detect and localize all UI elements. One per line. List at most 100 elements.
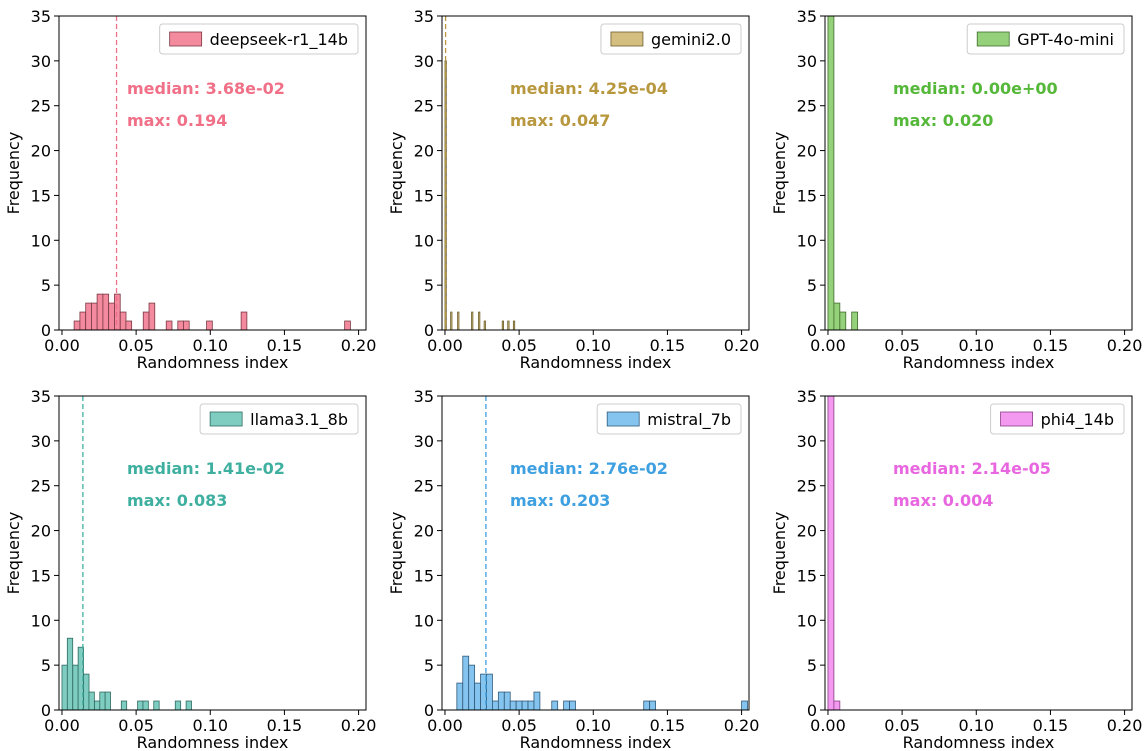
y-tick-label: 0 [41,321,51,340]
histogram-bar [142,700,149,710]
subplot-GPT-4o-mini: 0 5 10 15 20 25 30 35 0.00 0.05 0.10 0.15 0.20 Random… [770,7,1142,372]
y-tick-label: 20 [414,522,434,541]
max-annotation: max: 0.004 [893,491,993,510]
histogram-bar [478,311,481,330]
plot-area [827,16,859,330]
subplot-gemini2.0: 0 5 10 15 20 25 30 35 0.00 0.05 0.10 0.15 0.20 Random… [387,7,759,372]
subplot-mistral_7b: 0 5 10 15 20 25 30 35 0.00 0.05 0.10 0.15 0.20 Random… [387,387,759,751]
x-tick-label: 0.05 [501,336,537,355]
y-tick-label: 35 [31,7,51,26]
histogram-bar [88,691,95,710]
max-annotation: max: 0.020 [893,111,993,130]
x-tick-label: 0.00 [810,336,846,355]
plot-area [456,396,748,710]
y-axis-label: Frequency [4,512,23,595]
histogram-bar [497,691,505,710]
y-axis-label: Frequency [770,132,789,215]
legend: phi4_14b [990,403,1125,435]
y-tick-label: 20 [797,522,817,541]
x-tick-label: 0.00 [810,716,846,735]
y-tick-label: 10 [414,611,434,630]
y-axis-label: Frequency [770,512,789,595]
y-tick-label: 5 [41,656,51,675]
y-tick-label: 35 [797,387,817,406]
y-tick-label: 5 [424,656,434,675]
histogram-bar [174,700,182,710]
x-tick-label: 0.00 [427,716,463,735]
y-tick-label: 30 [797,432,817,451]
histogram-bar [96,293,104,330]
histogram-bar [471,311,474,330]
axes-frame [824,15,1133,331]
histogram-bar [507,320,510,330]
legend-box [600,23,742,55]
histogram-bar [643,700,651,710]
median-annotation: median: 2.76e-02 [510,459,668,478]
y-tick-label: 30 [31,52,51,71]
legend-swatch [976,31,1010,47]
x-tick-label: 0.15 [650,716,686,735]
y-tick-label: 20 [797,142,817,161]
histogram-bar [509,700,517,710]
legend-box [990,403,1125,435]
histogram-bar [503,691,511,710]
histogram-bar [108,302,115,330]
histogram-bar [119,311,127,330]
y-tick-label: 5 [424,276,434,295]
y-axis-label: Frequency [387,512,406,595]
x-tick-label: 0.05 [884,716,920,735]
subplot-deepseek-r1_14b: 0 5 10 15 20 25 30 35 0.00 0.05 0.10 0.15 0.20 Random… [4,7,376,372]
legend-swatch [606,411,640,427]
median-annotation: median: 1.41e-02 [127,459,285,478]
histogram-bar [833,700,841,710]
legend: deepseek-r1_14b [159,23,359,55]
y-tick-label: 20 [414,142,434,161]
y-tick-label: 30 [797,52,817,71]
histogram-bar [827,396,835,710]
histogram-bar [206,320,213,330]
histogram-bar [102,293,110,330]
y-tick-label: 0 [807,701,817,720]
histogram-bar [344,320,351,330]
max-annotation: max: 0.203 [510,491,610,510]
y-tick-label: 30 [414,52,434,71]
y-tick-label: 15 [797,186,817,205]
y-tick-label: 15 [414,186,434,205]
y-tick-label: 25 [414,477,434,496]
x-tick-label: 0.10 [575,716,611,735]
histogram-bar [486,673,493,710]
y-tick-label: 10 [31,611,51,630]
legend-label: phi4_14b [1041,410,1114,430]
y-axis-label: Frequency [4,132,23,215]
legend: GPT-4o-mini [966,23,1125,55]
y-axis-label: Frequency [387,132,406,215]
histogram-bar [462,655,470,710]
histogram-bar [827,16,835,330]
x-axis-label: Randomness index [903,733,1055,751]
x-tick-label: 0.00 [427,336,463,355]
x-tick-label: 0.15 [650,336,686,355]
x-tick-label: 0.20 [724,336,760,355]
median-annotation: median: 3.68e-02 [127,79,285,98]
plot-area [827,396,841,710]
y-tick-label: 30 [414,432,434,451]
y-tick-label: 5 [807,656,817,675]
legend-swatch [1000,411,1033,427]
x-tick-label: 0.15 [267,716,303,735]
legend-swatch [169,31,203,47]
histogram-bar [148,302,156,330]
y-tick-label: 5 [807,276,817,295]
x-tick-label: 0.15 [267,336,303,355]
x-tick-label: 0.20 [341,716,377,735]
median-annotation: median: 4.25e-04 [510,79,668,98]
histogram-bar [120,700,128,710]
x-axis-label: Randomness index [137,733,289,751]
x-tick-label: 0.05 [884,336,920,355]
histogram-bar [457,311,460,330]
histogram-bar [137,700,144,710]
y-tick-label: 25 [797,477,817,496]
legend-swatch [610,31,644,47]
x-tick-label: 0.05 [118,336,154,355]
legend: gemini2.0 [600,23,742,55]
histogram-bar [851,311,859,330]
